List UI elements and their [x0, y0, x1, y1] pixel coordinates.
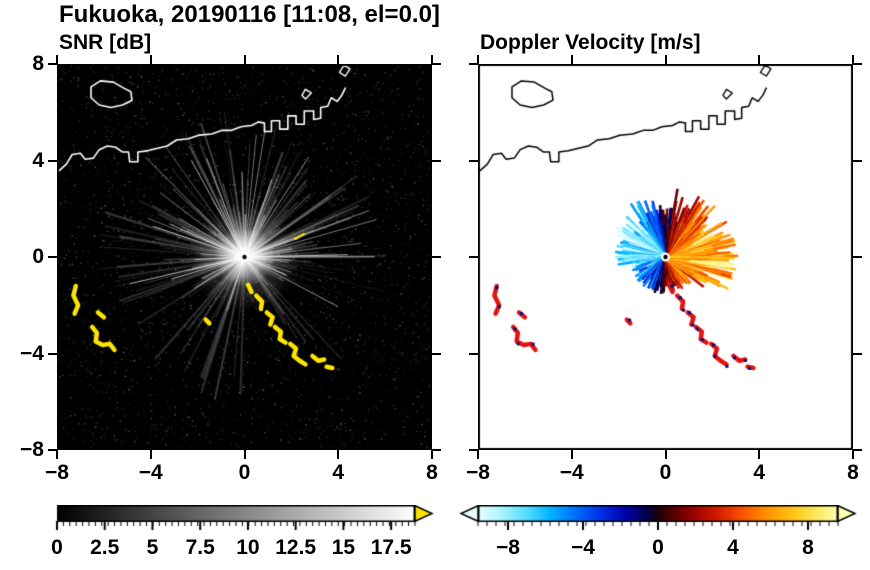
snr-colorbar-canvas: [35, 505, 437, 539]
x-tick-label: −8: [466, 461, 490, 484]
y-tick-mark: [48, 159, 57, 162]
x-tick-label: −4: [559, 461, 584, 484]
x-tick-mark: [758, 55, 761, 64]
y-tick-mark: [48, 352, 57, 355]
x-tick-mark: [243, 55, 246, 64]
x-tick-mark: [664, 450, 667, 459]
colorbar-tick-label: 0: [51, 536, 63, 559]
x-tick-mark: [431, 450, 433, 459]
x-tick-label: 4: [332, 461, 345, 484]
colorbar-tick-label: 10: [236, 536, 260, 559]
y-tick-mark: [469, 256, 478, 258]
colorbar-tick-label: 0: [652, 536, 664, 559]
x-tick-mark: [149, 450, 152, 459]
colorbar-tick-label: 4: [727, 536, 739, 559]
colorbar-tick-label: 8: [802, 536, 814, 559]
y-tick-mark: [432, 63, 441, 65]
y-tick-mark: [432, 256, 441, 258]
y-tick-label: −4: [20, 341, 44, 365]
y-tick-mark: [432, 352, 441, 355]
x-tick-label: 4: [753, 461, 766, 484]
x-tick-mark: [477, 450, 479, 459]
doppler-plot-canvas: [478, 64, 853, 450]
y-tick-label: −8: [20, 438, 44, 461]
doppler-panel-title: Doppler Velocity [m/s]: [480, 31, 701, 54]
y-tick-mark: [469, 449, 478, 451]
x-tick-mark: [852, 450, 854, 459]
y-tick-mark: [432, 449, 441, 451]
figure-title: Fukuoka, 20190116 [11:08, el=0.0]: [59, 1, 440, 28]
x-tick-mark: [337, 55, 340, 64]
colorbar-tick-label: 15: [331, 536, 356, 559]
colorbar-tick-label: 12.5: [275, 536, 317, 559]
x-tick-mark: [56, 55, 58, 64]
y-tick-mark: [432, 159, 441, 162]
x-tick-mark: [852, 55, 854, 64]
y-tick-mark: [48, 63, 57, 65]
x-tick-mark: [56, 450, 58, 459]
y-tick-label: 4: [32, 148, 44, 172]
snr-panel-title: SNR [dB]: [59, 31, 152, 54]
y-tick-mark: [48, 449, 57, 451]
doppler-colorbar-canvas: [456, 505, 860, 539]
colorbar-tick-label: −4: [571, 536, 595, 559]
x-tick-mark: [149, 55, 152, 64]
y-tick-mark: [853, 352, 862, 355]
y-tick-mark: [853, 256, 862, 258]
y-tick-label: 0: [32, 245, 44, 268]
y-tick-mark: [853, 159, 862, 162]
y-tick-mark: [853, 449, 862, 451]
colorbar-tick-label: −8: [496, 536, 520, 559]
colorbar-tick-label: 7.5: [185, 536, 215, 559]
x-tick-mark: [664, 55, 667, 64]
x-tick-mark: [477, 55, 479, 64]
x-tick-label: 0: [659, 461, 672, 484]
x-tick-mark: [758, 450, 761, 459]
x-tick-label: 8: [426, 461, 438, 484]
y-tick-mark: [48, 256, 57, 258]
x-tick-label: −4: [138, 461, 163, 484]
x-tick-label: −8: [45, 461, 69, 484]
x-tick-label: 8: [847, 461, 859, 484]
snr-plot-canvas: [57, 64, 432, 450]
x-tick-mark: [431, 55, 433, 64]
x-tick-mark: [570, 55, 573, 64]
x-tick-label: 0: [238, 461, 251, 484]
y-tick-mark: [469, 63, 478, 65]
x-tick-mark: [243, 450, 246, 459]
y-tick-mark: [853, 63, 862, 65]
colorbar-tick-label: 2.5: [90, 536, 120, 559]
colorbar-tick-label: 17.5: [370, 536, 412, 559]
y-tick-mark: [469, 159, 478, 162]
colorbar-tick-label: 5: [146, 536, 159, 559]
y-tick-mark: [469, 352, 478, 355]
x-tick-mark: [337, 450, 340, 459]
y-tick-label: 8: [32, 52, 44, 75]
x-tick-mark: [570, 450, 573, 459]
